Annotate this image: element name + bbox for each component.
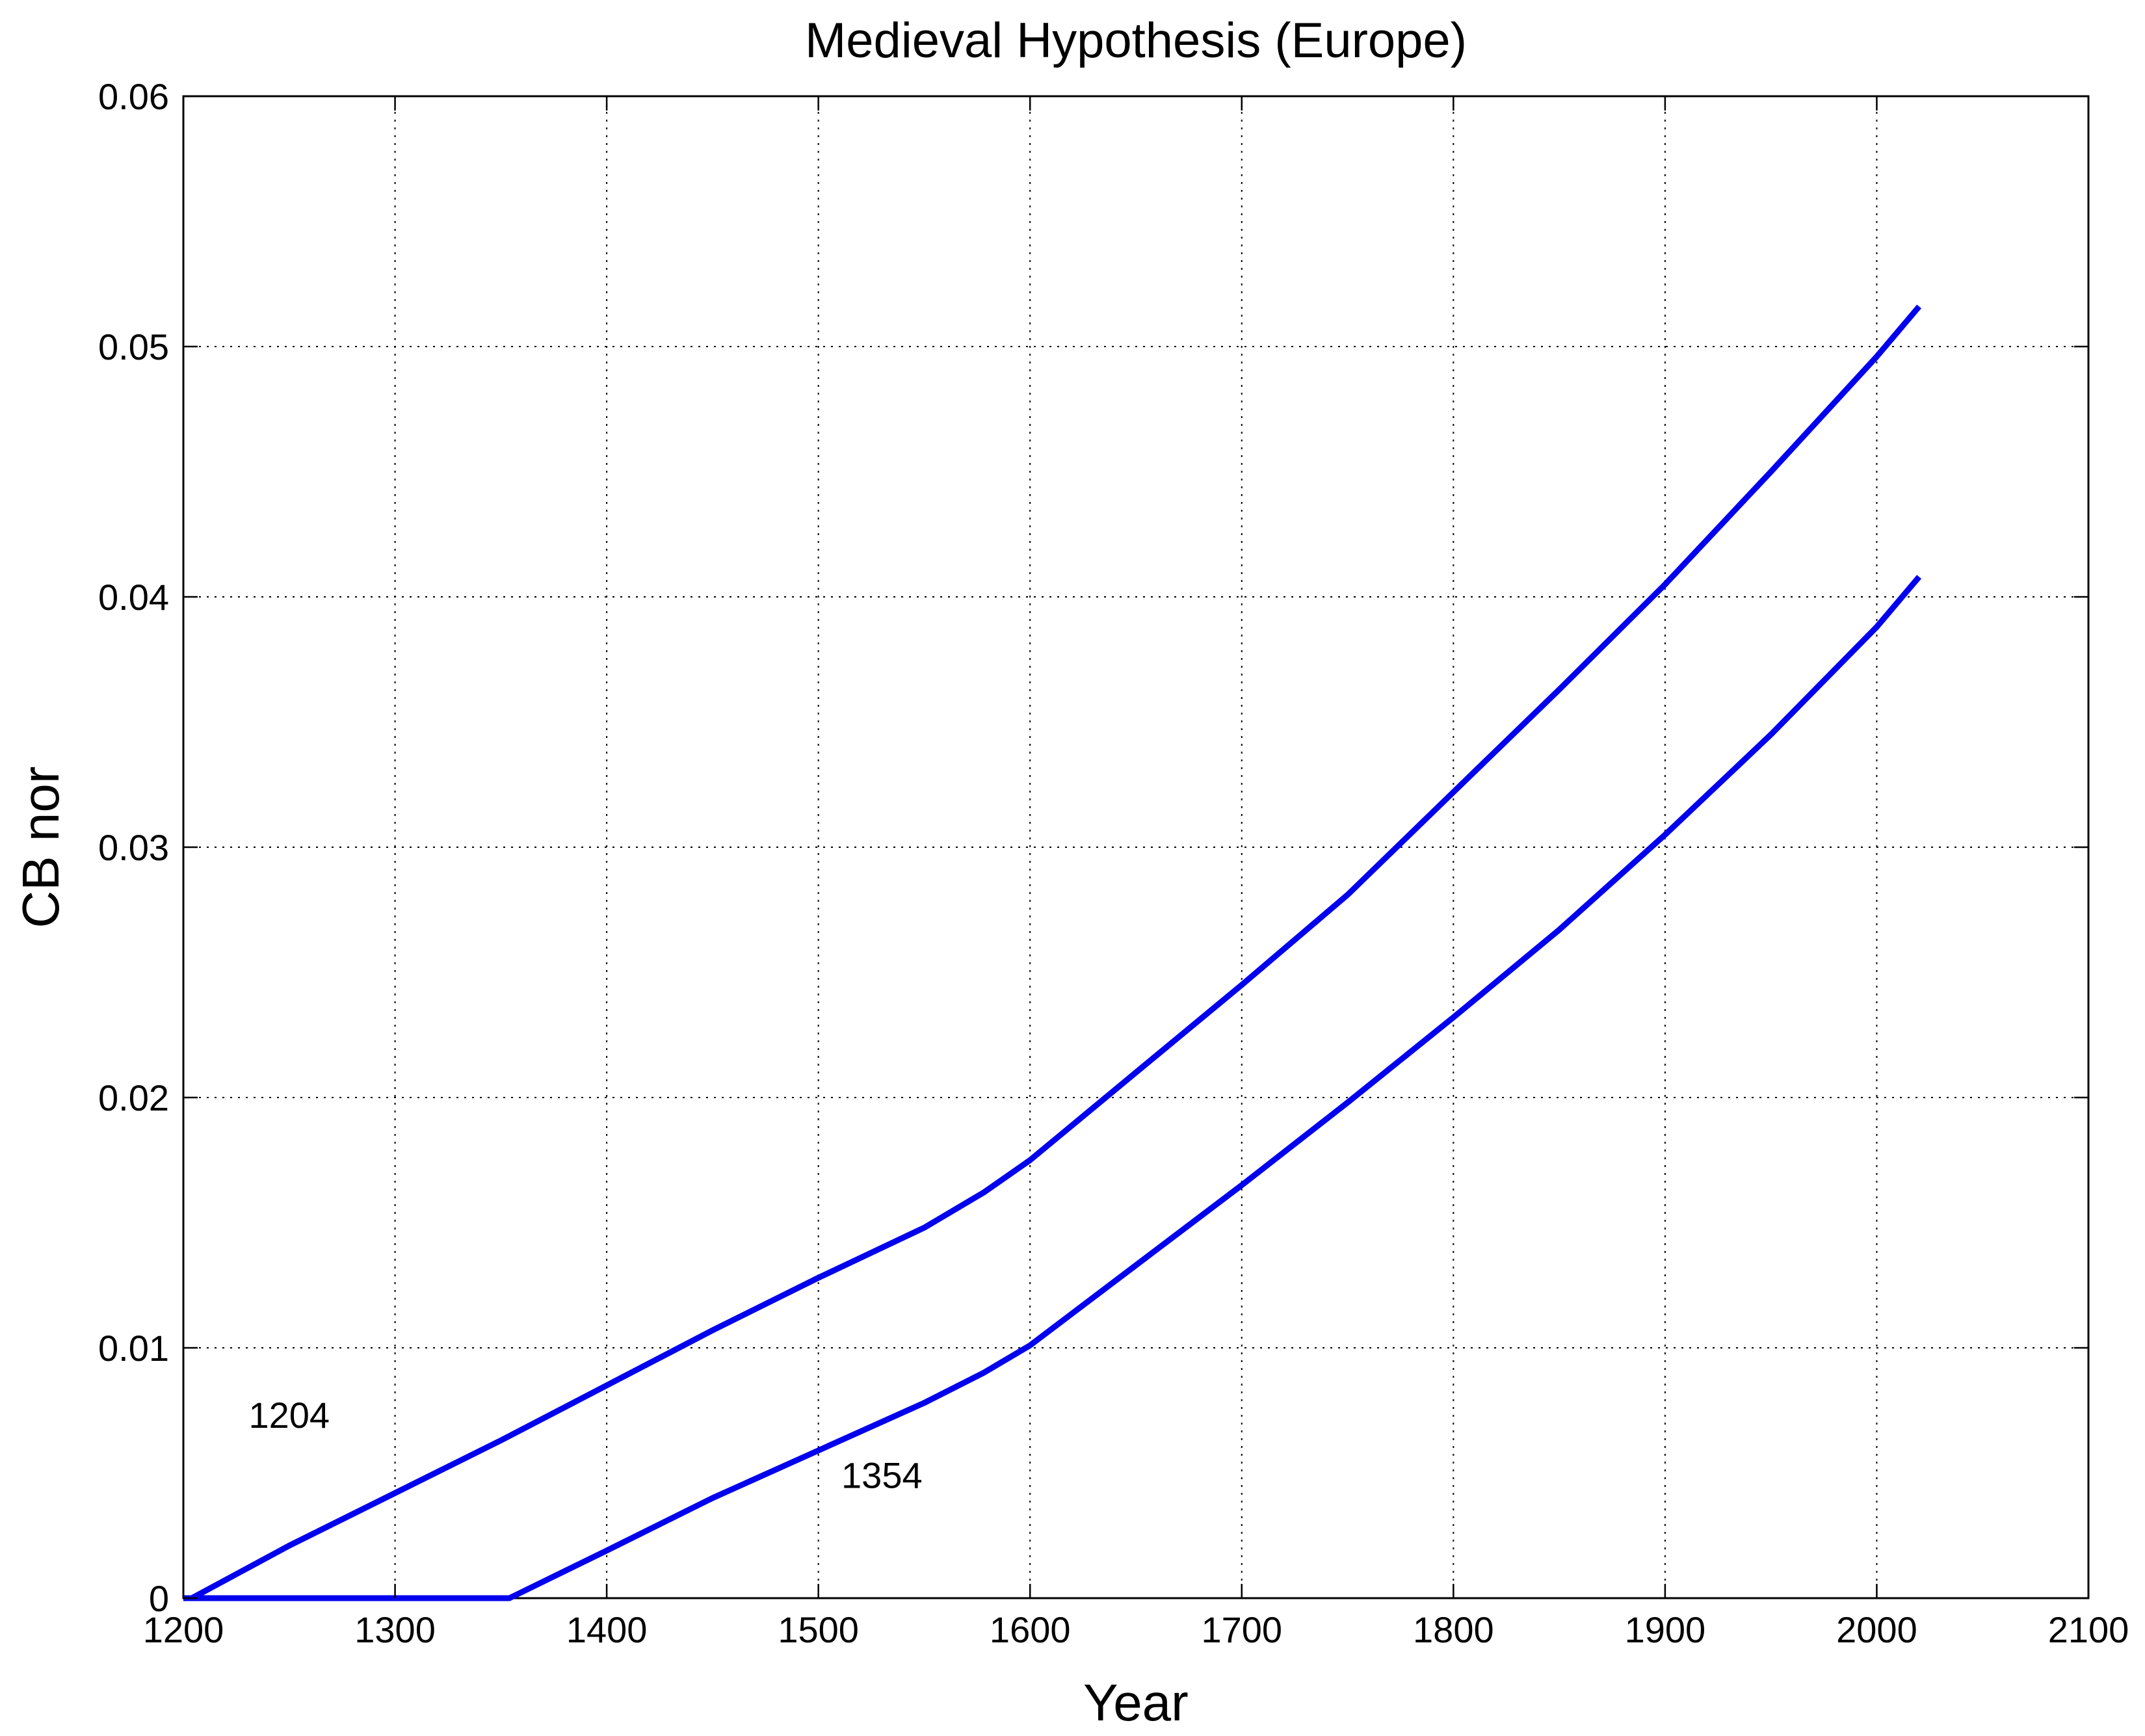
series-layer — [183, 304, 1922, 1601]
x-tick-label: 1300 — [354, 1609, 436, 1650]
x-axis-label: Year — [1083, 1674, 1189, 1731]
x-tick-label: 1700 — [1201, 1609, 1282, 1650]
x-tick-label: 1900 — [1625, 1609, 1706, 1650]
annotation-label: 1204 — [248, 1395, 330, 1436]
x-tick-label: 2000 — [1836, 1609, 1917, 1650]
x-tick-label: 1500 — [778, 1609, 859, 1650]
y-tick-label: 0 — [149, 1578, 169, 1619]
y-tick-label: 0.02 — [98, 1077, 169, 1118]
chart-title: Medieval Hypothesis (Europe) — [805, 13, 1467, 68]
y-tick-label: 0.04 — [98, 577, 169, 618]
y-axis-label: CB nor — [12, 767, 70, 928]
x-tick-label: 2100 — [2048, 1609, 2129, 1650]
annotation-label: 1354 — [841, 1455, 923, 1496]
series-line-2 — [183, 575, 1922, 1601]
grid-layer — [183, 96, 2088, 1598]
y-tick-label: 0.05 — [98, 326, 169, 367]
y-tick-label: 0.01 — [98, 1328, 169, 1369]
x-tick-label: 1200 — [143, 1609, 224, 1650]
y-tick-label: 0.03 — [98, 827, 169, 868]
x-tick-label: 1600 — [990, 1609, 1071, 1650]
x-tick-label: 1400 — [566, 1609, 648, 1650]
tick-layer: 1200 1300 1400 1500 1600 1700 1800 1900 2000 2100… — [98, 76, 2129, 1650]
annotation-layer: 1204 1354 — [248, 1395, 922, 1495]
x-tick-label: 1800 — [1413, 1609, 1494, 1650]
series-line-1 — [190, 304, 1922, 1601]
y-tick-label: 0.06 — [98, 76, 169, 117]
